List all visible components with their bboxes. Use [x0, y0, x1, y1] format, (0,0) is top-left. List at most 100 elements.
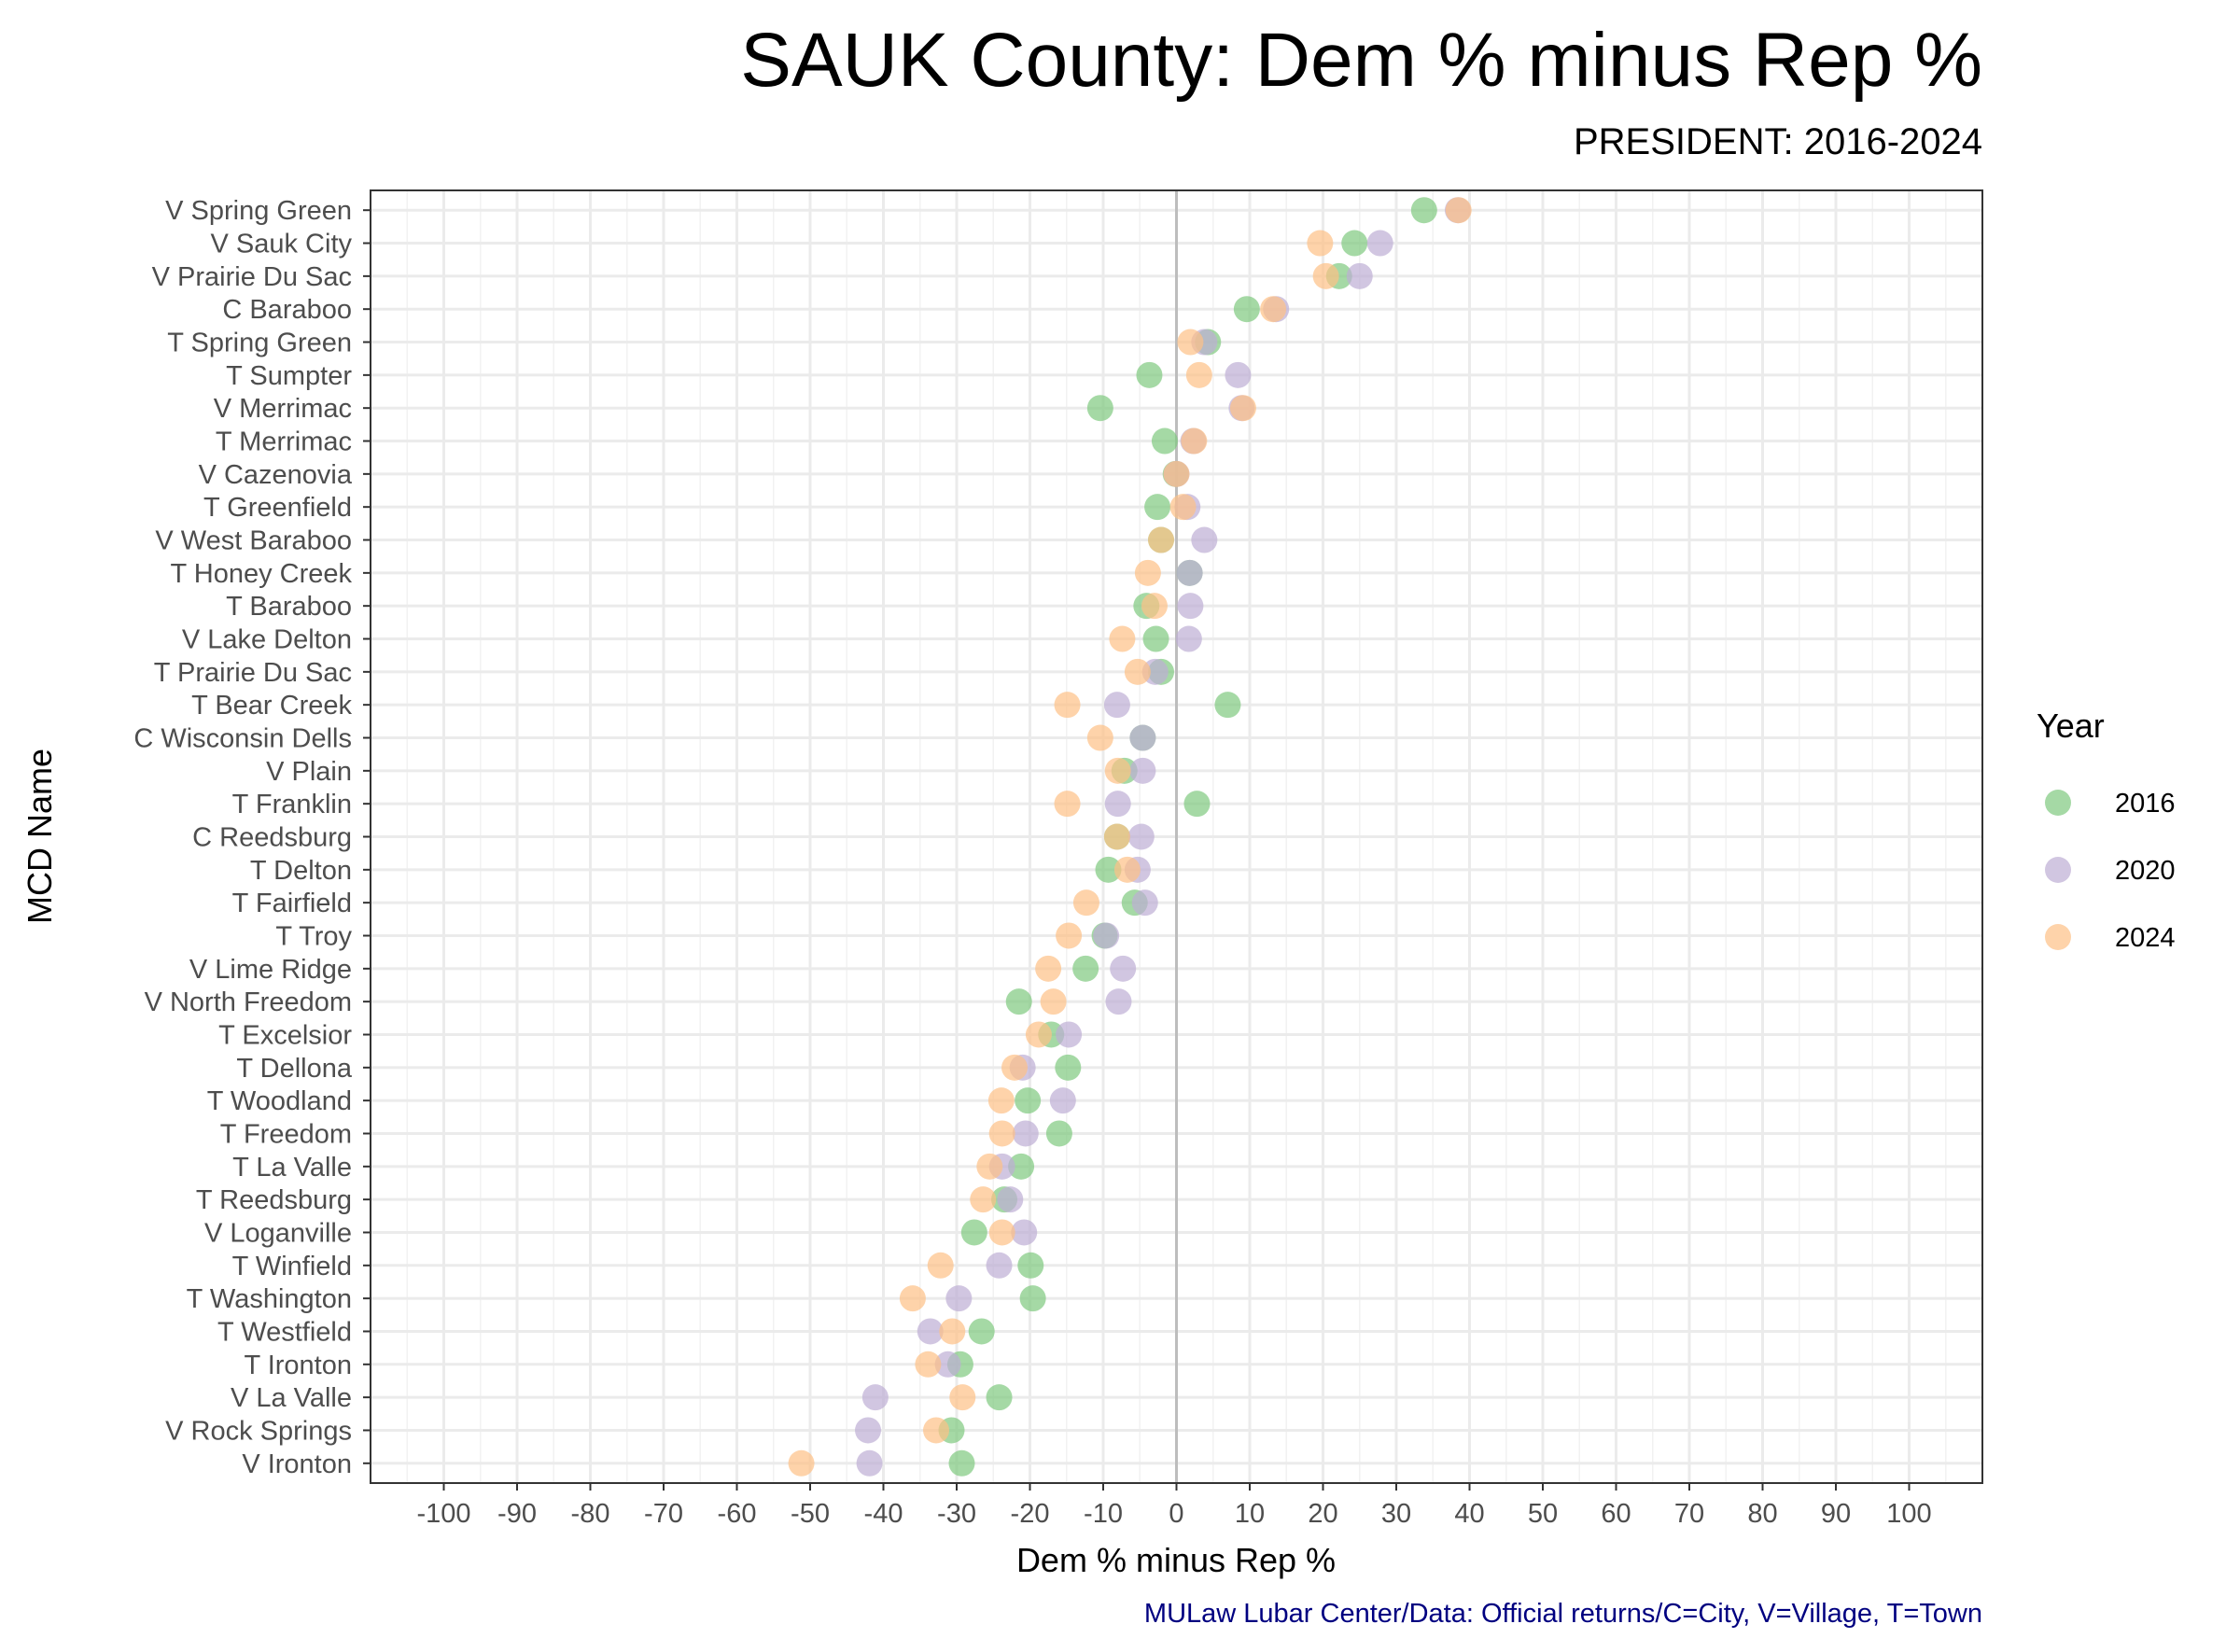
data-points — [788, 197, 1472, 1477]
point-2020 — [1104, 791, 1131, 818]
y-tick-label: T Honey Creek — [171, 559, 353, 589]
point-2020 — [934, 1351, 961, 1378]
point-2020 — [856, 1449, 883, 1477]
y-tick-label: C Reedsburg — [192, 823, 352, 853]
y-tick-label: V Plain — [266, 757, 352, 787]
legend-key-2020 — [2045, 857, 2071, 883]
point-2020 — [1366, 230, 1393, 257]
point-2016 — [1017, 1252, 1044, 1279]
point-2020 — [1127, 823, 1155, 850]
point-2016 — [1151, 427, 1178, 455]
y-axis-ticks: V Spring Green V Sauk City V Prairie Du Sa… — [133, 196, 371, 1479]
point-2024 — [1103, 823, 1130, 850]
y-tick-label: V Sauk City — [211, 230, 353, 259]
point-2016 — [1072, 955, 1099, 982]
y-tick-label: T Sumpter — [226, 361, 352, 391]
point-2024 — [1445, 197, 1472, 224]
point-2024 — [1001, 1054, 1029, 1081]
y-tick-label: V Merrimac — [214, 394, 352, 424]
point-2016 — [960, 1219, 987, 1246]
point-2024 — [1086, 724, 1113, 751]
legend-key-2024 — [2045, 924, 2071, 950]
point-2016 — [1005, 988, 1032, 1015]
y-tick-label: T Greenfield — [203, 493, 352, 523]
legend-title: Year — [2037, 707, 2105, 745]
point-2016 — [1214, 692, 1241, 719]
y-tick-label: T Dellona — [236, 1054, 352, 1084]
point-2016 — [1183, 791, 1211, 818]
y-tick-label: T Prairie Du Sac — [154, 658, 352, 688]
point-2016 — [1055, 1054, 1082, 1081]
point-2024 — [1307, 230, 1334, 257]
y-tick-label: V Spring Green — [165, 196, 352, 226]
point-2024 — [1148, 526, 1175, 553]
y-tick-label: T Woodland — [207, 1086, 352, 1116]
point-2024 — [976, 1153, 1003, 1180]
point-2020 — [1177, 593, 1204, 620]
point-2024 — [949, 1384, 976, 1411]
point-2016 — [1341, 230, 1368, 257]
point-2016 — [1095, 856, 1122, 883]
point-2024 — [1134, 559, 1161, 586]
point-2020 — [1110, 955, 1137, 982]
legend-label: 2024 — [2115, 923, 2176, 953]
legend-key-2016 — [2045, 790, 2071, 816]
x-tick-label: 30 — [1381, 1499, 1411, 1529]
point-2024 — [1169, 494, 1197, 521]
chart-title: SAUK County: Dem % minus Rep % — [740, 18, 1982, 103]
y-tick-label: T Excelsior — [218, 1020, 352, 1050]
point-2016 — [1410, 197, 1437, 224]
y-tick-label: V Lake Delton — [182, 625, 352, 655]
point-2020 — [1176, 559, 1203, 586]
point-2016 — [986, 1384, 1013, 1411]
y-tick-label: T Winfield — [232, 1252, 352, 1281]
point-2024 — [1229, 395, 1256, 422]
chart-subtitle: PRESIDENT: 2016-2024 — [1574, 121, 1982, 162]
point-2020 — [1105, 988, 1132, 1015]
x-tick-label: -70 — [644, 1499, 683, 1529]
point-2024 — [988, 1219, 1015, 1246]
point-2024 — [1124, 658, 1151, 685]
y-tick-label: T Baraboo — [226, 592, 352, 622]
point-2016 — [1142, 625, 1169, 652]
point-2020 — [1103, 692, 1130, 719]
point-2024 — [788, 1449, 815, 1477]
point-2020 — [1191, 526, 1218, 553]
point-2024 — [915, 1351, 942, 1378]
y-tick-label: V West Baraboo — [155, 526, 352, 556]
legend-items: 2016 2020 2024 — [2045, 789, 2176, 953]
point-2024 — [1185, 361, 1212, 388]
y-tick-label: T Reedsburg — [196, 1185, 352, 1215]
y-tick-label: T Delton — [250, 856, 352, 886]
point-2024 — [1054, 692, 1081, 719]
point-2020 — [1225, 361, 1252, 388]
x-tick-label: 10 — [1235, 1499, 1265, 1529]
point-2024 — [1104, 757, 1131, 784]
x-tick-label: -10 — [1084, 1499, 1123, 1529]
point-2016 — [1015, 1087, 1042, 1114]
legend-label: 2020 — [2115, 856, 2176, 886]
point-2024 — [1141, 593, 1168, 620]
x-axis-ticks: -100 -90 -80 -70 -60 -50 -40 -30 -20 -10 0 10 20 30 40… — [416, 1483, 1932, 1529]
point-2024 — [1260, 296, 1287, 323]
point-2016 — [1144, 494, 1171, 521]
y-tick-label: V Ironton — [242, 1449, 352, 1479]
point-2020 — [855, 1417, 882, 1444]
legend: Year 2016 2020 2024 — [2037, 707, 2176, 953]
point-2020 — [1131, 889, 1158, 917]
y-tick-label: V Prairie Du Sac — [152, 262, 352, 292]
point-2020 — [1049, 1087, 1076, 1114]
chart-caption: MULaw Lubar Center/Data: Official return… — [1144, 1599, 1982, 1629]
point-2020 — [1129, 757, 1156, 784]
x-tick-label: 90 — [1821, 1499, 1851, 1529]
y-tick-label: V North Freedom — [145, 987, 352, 1017]
y-tick-label: T Washington — [187, 1284, 352, 1314]
x-tick-label: -20 — [1011, 1499, 1050, 1529]
point-2016 — [1233, 296, 1260, 323]
y-tick-label: V La Valle — [231, 1383, 352, 1413]
y-tick-label: C Baraboo — [222, 295, 352, 325]
point-2020 — [1012, 1120, 1039, 1147]
point-2020 — [861, 1384, 889, 1411]
point-2024 — [1040, 988, 1067, 1015]
x-tick-label: 20 — [1308, 1499, 1337, 1529]
